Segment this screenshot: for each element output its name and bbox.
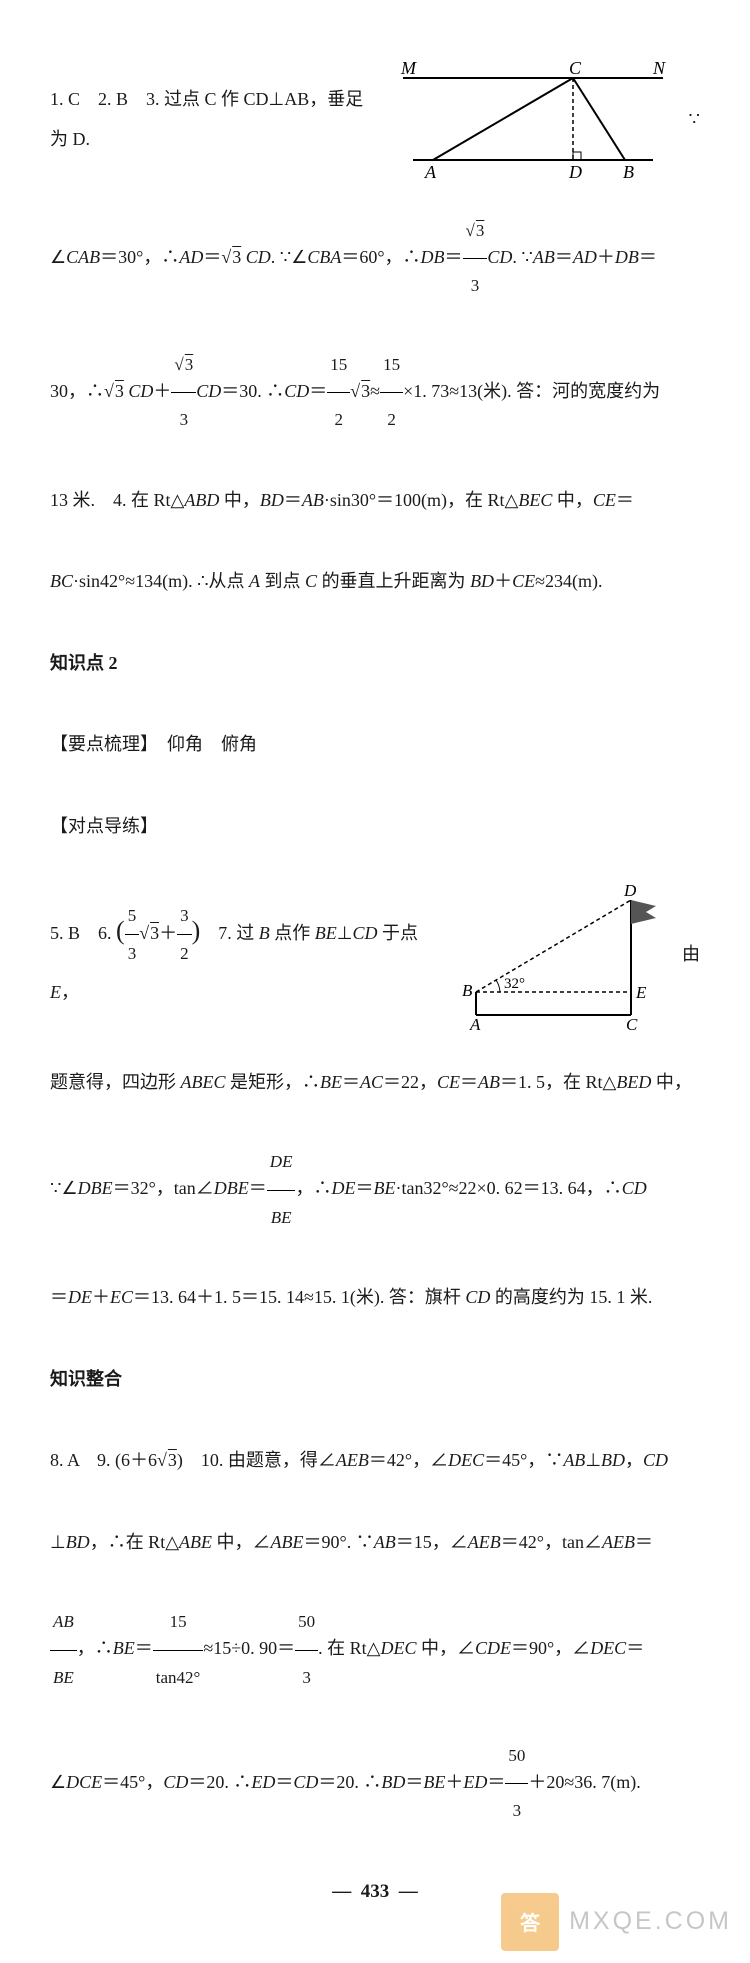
fig2-label-E: E	[635, 983, 647, 1002]
line-11: ⊥BD，在 Rt△ABE 中，∠ABE＝90°. AB＝15，∠AEB＝42°，…	[50, 1514, 700, 1572]
fig1-label-C: C	[569, 60, 582, 78]
q1-q3-text: 1. C 2. B 3. 过点 C 作 CD⊥AB，垂足为 D.	[50, 80, 377, 159]
figure-1-triangle: M C N A D B	[393, 60, 673, 180]
watermark-logo-icon: 答	[501, 1893, 559, 1951]
line-12: ABBE，BE＝15tan42°≈15÷0. 90＝503. 在 Rt△DEC …	[50, 1595, 700, 1705]
q1-q3-inline: 1. C 2. B 3. 过点 C 作 CD⊥AB，垂足为 D.	[50, 89, 363, 149]
line-2: ∠CAB＝30°，AD＝3 CD. ∠CBA＝60°，DB＝33CD. AB＝A…	[50, 204, 700, 314]
fig1-label-A: A	[424, 162, 437, 180]
fig2-label-C: C	[626, 1015, 638, 1030]
fig1-label-N: N	[652, 60, 666, 78]
line-9: ＝DE＋EC＝13. 64＋1. 5＝15. 14≈15. 1(米). 答：旗杆…	[50, 1269, 700, 1327]
line-8: ∠DBE＝32°，tan∠DBE＝DEBE，DE＝BE·tan32°≈22×0.…	[50, 1135, 700, 1245]
fig1-label-B: B	[623, 162, 634, 180]
zszh-heading: 知识整合	[50, 1351, 700, 1409]
fig2-label-A: A	[469, 1015, 481, 1030]
fig2-angle: 32°	[504, 976, 525, 992]
you-trailing: 由	[682, 935, 700, 975]
figure-2-flagpole: 32° B D E A C	[456, 880, 666, 1030]
because-trailing: ∵	[689, 100, 700, 140]
watermark: 答 MXQE.COM	[501, 1893, 732, 1951]
kp2-heading: 知识点 2	[50, 635, 700, 693]
line-4: 13 米. 4. 在 Rt△ABD 中，BD＝AB·sin30°＝100(m)，…	[50, 472, 700, 530]
row-q1-3-with-figure: 1. C 2. B 3. 过点 C 作 CD⊥AB，垂足为 D. M C N A…	[50, 60, 700, 180]
fig1-label-D: D	[568, 162, 582, 180]
duidian: 【对点导练】	[50, 798, 700, 856]
watermark-brand: MXQE.COM	[569, 1907, 732, 1936]
line-7: 题意得，四边形 ABEC 是矩形，BE＝AC＝22，CE＝AB＝1. 5，在 R…	[50, 1054, 700, 1112]
q5-q7-text: 5. B 6. (533＋32) 7. 过 B 点作 BE⊥CD 于点 E，	[50, 897, 440, 1012]
line-10: 8. A 9. (6＋63) 10. 由题意，得∠AEB＝42°，∠DEC＝45…	[50, 1432, 700, 1490]
fig2-label-B: B	[462, 981, 473, 1000]
yaodian: 【要点梳理】 仰角 俯角	[50, 716, 700, 774]
line-5: BC·sin42°≈134(m). 从点 A 到点 C 的垂直上升距离为 BD＋…	[50, 553, 700, 611]
line-3: 30，3 CD＋33CD＝30. CD＝1523≈152×1. 73≈13(米)…	[50, 338, 700, 448]
fig2-label-D: D	[623, 881, 637, 900]
fig1-label-M: M	[400, 60, 417, 78]
line-13: ∠DCE＝45°，CD＝20. ED＝CD＝20. BD＝BE＋ED＝503＋2…	[50, 1729, 700, 1839]
row-q5-7-with-figure: 5. B 6. (533＋32) 7. 过 B 点作 BE⊥CD 于点 E， 3…	[50, 880, 700, 1030]
